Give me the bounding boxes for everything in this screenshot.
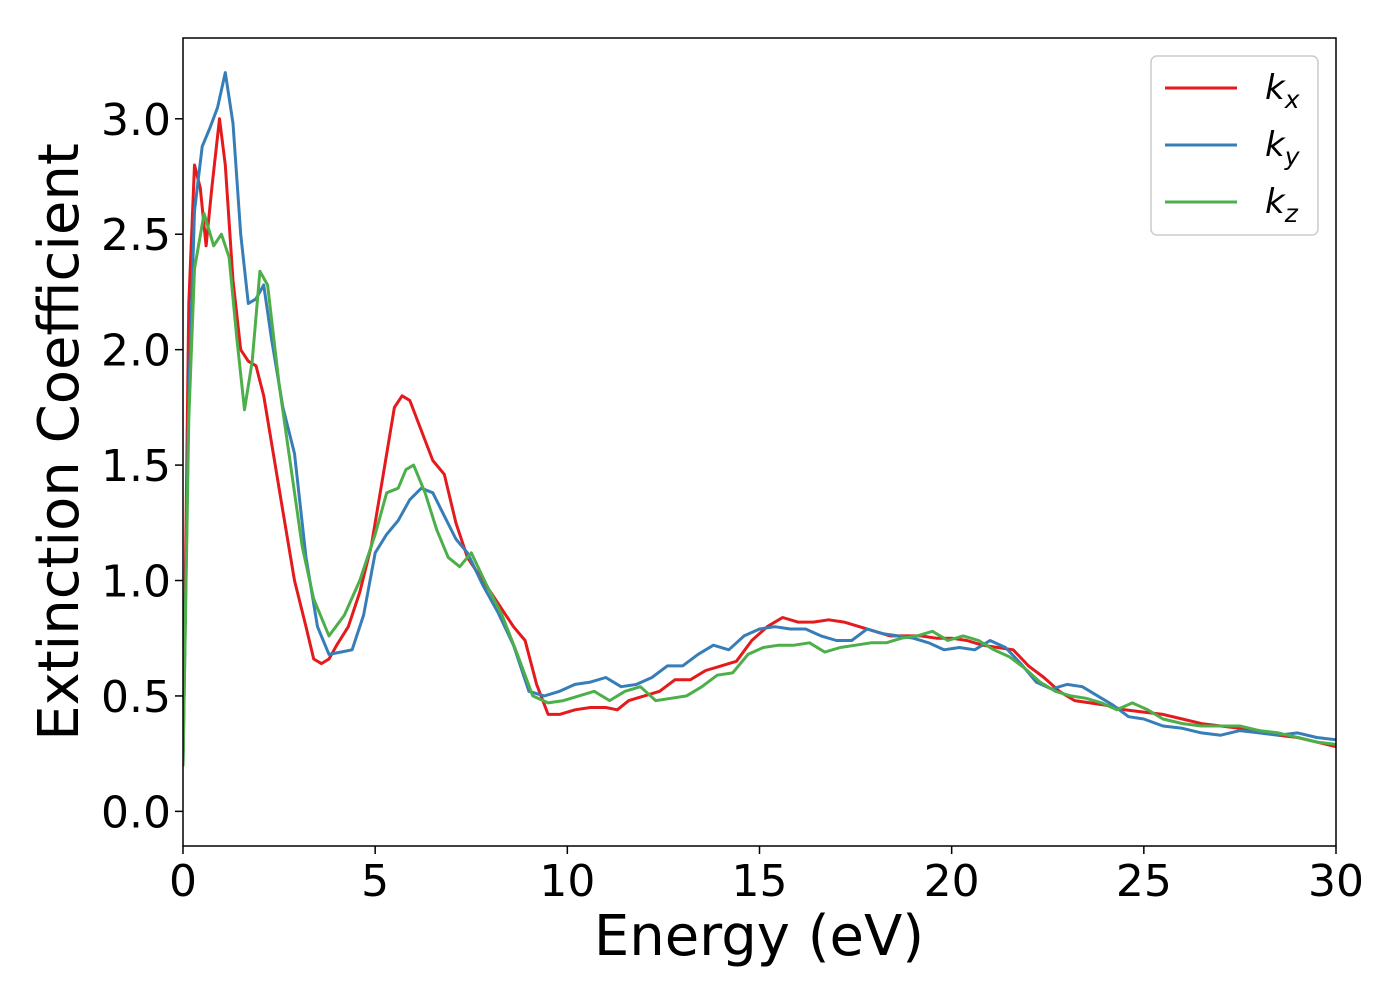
legend-label-z: kz bbox=[1265, 182, 1299, 228]
x-tick-label: 0 bbox=[169, 856, 197, 907]
y-tick-label: 1.5 bbox=[101, 441, 171, 492]
x-axis-title: Energy (eV) bbox=[594, 904, 924, 969]
x-tick-label: 25 bbox=[1116, 856, 1172, 907]
x-tick-label: 5 bbox=[361, 856, 389, 907]
legend-label-subscript: y bbox=[1284, 142, 1301, 171]
series-line-z bbox=[183, 212, 1336, 767]
series-line-y bbox=[183, 71, 1336, 767]
x-tick-label: 15 bbox=[732, 856, 788, 907]
y-tick-label: 2.0 bbox=[101, 326, 171, 377]
legend-label-main: k bbox=[1265, 182, 1286, 222]
x-tick-label: 30 bbox=[1308, 856, 1364, 907]
x-tick-label: 20 bbox=[924, 856, 980, 907]
x-tick-label: 10 bbox=[539, 856, 595, 907]
y-axis-title: Extinction Coefficient bbox=[27, 143, 92, 741]
legend-label-y: ky bbox=[1265, 125, 1301, 171]
y-tick-label: 0.5 bbox=[101, 672, 171, 723]
legend-label-subscript: z bbox=[1284, 199, 1299, 228]
y-axis: 0.0 0.5 1.0 1.5 2.0 2.5 3.0 bbox=[101, 95, 183, 838]
y-tick-label: 3.0 bbox=[101, 95, 171, 146]
y-tick-label: 2.5 bbox=[101, 210, 171, 261]
legend-label-main: k bbox=[1265, 68, 1286, 108]
y-tick-label: 1.0 bbox=[101, 557, 171, 608]
legend-label-subscript: x bbox=[1284, 85, 1300, 114]
legend-label-x: kx bbox=[1265, 68, 1300, 114]
y-tick-label: 0.0 bbox=[101, 787, 171, 838]
x-axis: 0 5 10 15 20 25 30 bbox=[169, 846, 1364, 907]
series-layer bbox=[183, 71, 1336, 767]
legend-label-main: k bbox=[1265, 125, 1286, 165]
